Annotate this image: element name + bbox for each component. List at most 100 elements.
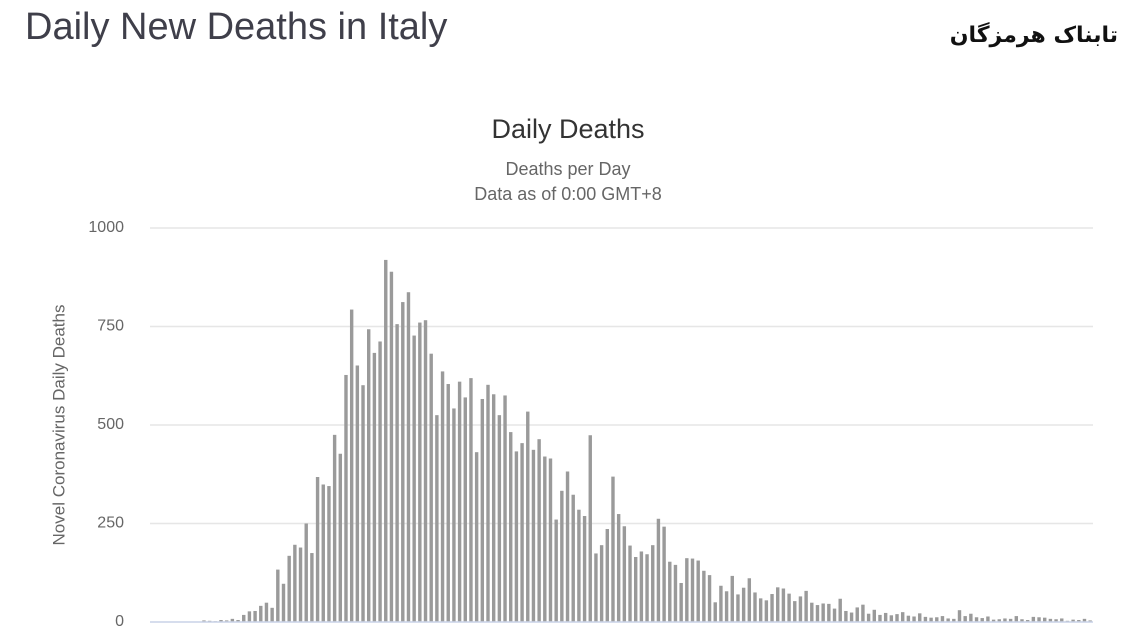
y-tick-label: 500 (97, 416, 124, 433)
bar (872, 609, 876, 622)
bar (378, 341, 382, 622)
bar (696, 560, 700, 622)
bar (474, 452, 479, 622)
bar (281, 583, 286, 622)
bar (452, 408, 456, 622)
bar (900, 612, 905, 622)
bar (838, 598, 842, 622)
bar (804, 590, 808, 622)
bar (412, 335, 416, 622)
bar (668, 561, 672, 622)
bar (435, 415, 439, 622)
bar (611, 476, 615, 622)
bar (270, 607, 274, 622)
bar (491, 394, 496, 622)
bar (855, 607, 859, 622)
bar (702, 570, 706, 622)
bar (298, 547, 303, 622)
bar (781, 588, 786, 622)
bar (401, 302, 405, 622)
page-heading: Daily New Deaths in Italy (25, 6, 447, 48)
bar (764, 600, 769, 622)
bar (236, 620, 240, 622)
bar (355, 365, 360, 622)
bar (571, 494, 575, 622)
chart-subtitle: Deaths per Day (505, 159, 630, 179)
bar (707, 575, 712, 622)
bar (1037, 617, 1041, 622)
bar (787, 593, 791, 622)
bar (389, 271, 394, 622)
bar (616, 514, 621, 622)
bar (895, 614, 899, 622)
bar (315, 477, 320, 622)
bar (935, 617, 939, 622)
bar (633, 556, 638, 622)
bar (952, 618, 956, 622)
bar (810, 602, 814, 622)
y-tick-label: 250 (97, 515, 124, 532)
bar (349, 309, 354, 622)
bar (253, 610, 257, 622)
bar (736, 594, 740, 622)
bar (344, 374, 348, 622)
bar (219, 620, 223, 622)
y-tick-label: 1000 (88, 219, 124, 236)
bar (361, 385, 365, 622)
bar (514, 451, 519, 622)
bar (503, 395, 507, 622)
bar (1008, 618, 1013, 622)
bar (486, 384, 490, 622)
bar (770, 594, 774, 622)
bar (565, 471, 570, 622)
bar (230, 618, 235, 622)
bar (582, 516, 587, 622)
bar (242, 614, 246, 622)
bar (986, 616, 990, 622)
bar (321, 484, 325, 622)
bar (918, 613, 922, 622)
bar (815, 605, 820, 622)
bar (367, 329, 371, 622)
bar (1003, 618, 1007, 622)
bar (264, 602, 269, 622)
bar (861, 604, 865, 622)
bar (946, 618, 950, 622)
chart-title: Daily Deaths (491, 114, 644, 144)
bar (747, 578, 752, 622)
bar (662, 526, 666, 622)
bar (310, 553, 314, 622)
bar (758, 598, 763, 622)
bar (793, 601, 797, 622)
y-axis-label: Novel Coronavirus Daily Deaths (49, 305, 68, 546)
bar (520, 443, 524, 622)
bar (673, 564, 678, 622)
bar (821, 603, 825, 622)
bar (1077, 620, 1081, 622)
bar (418, 322, 422, 622)
bar (1031, 616, 1036, 622)
bar (849, 612, 854, 622)
bar (690, 558, 695, 622)
bar (224, 620, 229, 622)
bar (753, 592, 757, 622)
bar (554, 519, 558, 622)
bar (384, 259, 388, 622)
bar (827, 603, 831, 622)
bar (588, 435, 592, 622)
bar (276, 569, 280, 622)
bar (622, 526, 627, 622)
bar (713, 602, 717, 622)
bar (730, 575, 734, 622)
bar (1025, 620, 1030, 622)
bar (940, 616, 945, 622)
bar (906, 615, 911, 622)
y-tick-label: 750 (97, 318, 124, 335)
bar (1043, 617, 1047, 622)
bar (651, 545, 655, 622)
bar (685, 558, 689, 622)
bar (202, 620, 206, 622)
bar (1054, 619, 1058, 622)
bar (463, 397, 467, 622)
